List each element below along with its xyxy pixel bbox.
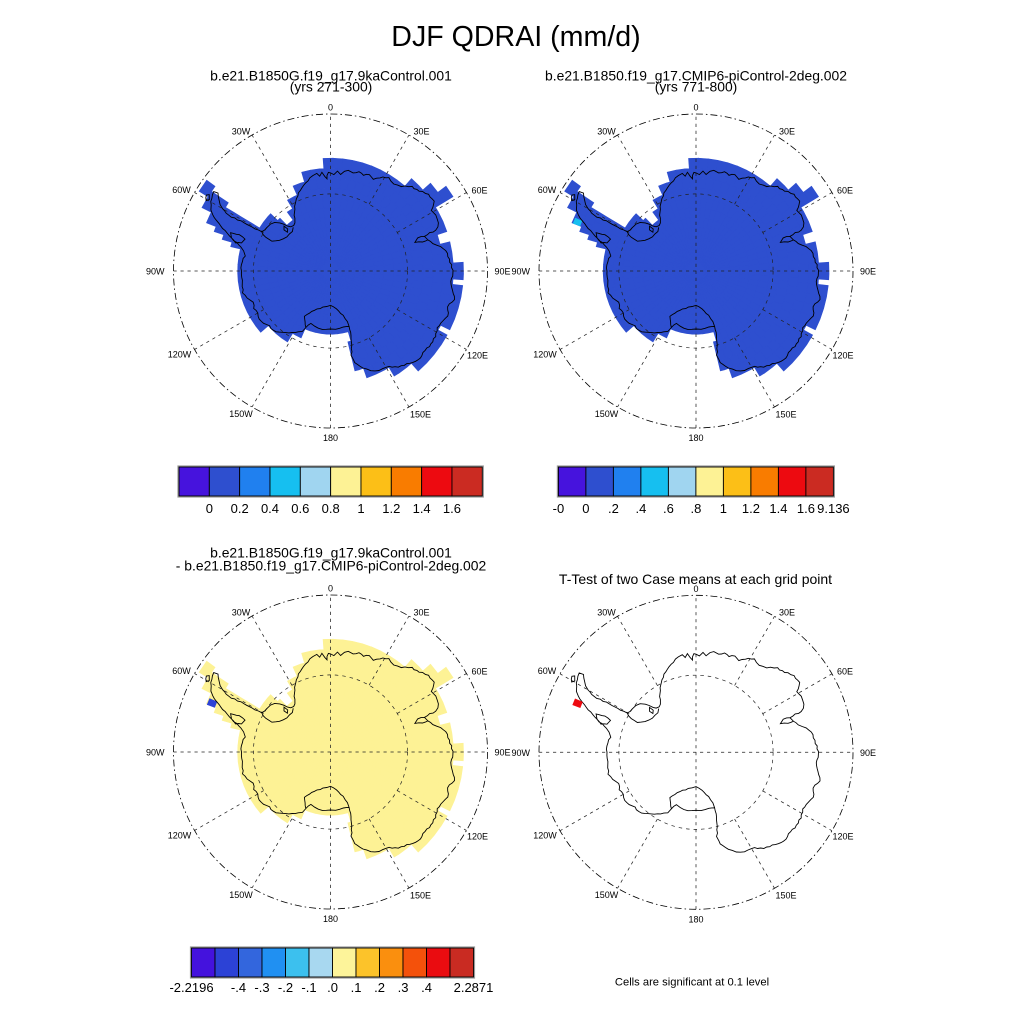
svg-text:.1: .1: [351, 980, 362, 995]
svg-text:9.136: 9.136: [817, 501, 850, 516]
svg-text:DJF QDRAI (mm/d): DJF QDRAI (mm/d): [391, 21, 640, 53]
svg-text:1.6: 1.6: [797, 501, 815, 516]
svg-text:b.e21.B1850.f19_g17.CMIP6-piCo: b.e21.B1850.f19_g17.CMIP6-piControl-2deg…: [545, 68, 847, 84]
svg-text:(yrs 271-300): (yrs 271-300): [290, 79, 373, 95]
svg-text:1: 1: [357, 501, 364, 516]
svg-text:(yrs 771-800): (yrs 771-800): [655, 79, 738, 95]
svg-text:.0: .0: [327, 980, 338, 995]
svg-text:b.e21.B1850G.f19_g17.9kaContro: b.e21.B1850G.f19_g17.9kaControl.001: [210, 68, 452, 84]
svg-text:.8: .8: [690, 501, 701, 516]
svg-text:0.2: 0.2: [231, 501, 249, 516]
svg-text:-2.2196: -2.2196: [169, 980, 213, 995]
svg-text:.2: .2: [374, 980, 385, 995]
svg-text:.4: .4: [421, 980, 432, 995]
svg-text:1.4: 1.4: [769, 501, 787, 516]
svg-text:-0: -0: [553, 501, 565, 516]
svg-text:2.2871: 2.2871: [454, 980, 494, 995]
svg-text:1: 1: [720, 501, 727, 516]
svg-text:-.4: -.4: [231, 980, 246, 995]
svg-text:Cells are significant at 0.1 l: Cells are significant at 0.1 level: [615, 976, 769, 988]
svg-text:1.4: 1.4: [413, 501, 431, 516]
svg-text:0: 0: [582, 501, 589, 516]
svg-text:.4: .4: [635, 501, 646, 516]
svg-text:-.2: -.2: [278, 980, 293, 995]
svg-text:.3: .3: [398, 980, 409, 995]
svg-text:1.6: 1.6: [443, 501, 461, 516]
svg-text:.6: .6: [663, 501, 674, 516]
svg-text:0.8: 0.8: [322, 501, 340, 516]
svg-text:-.3: -.3: [254, 980, 269, 995]
svg-text:.2: .2: [608, 501, 619, 516]
svg-text:0.4: 0.4: [261, 501, 279, 516]
svg-text:b.e21.B1850G.f19_g17.9kaContro: b.e21.B1850G.f19_g17.9kaControl.001: [210, 545, 452, 561]
svg-text:0.6: 0.6: [291, 501, 309, 516]
svg-text:1.2: 1.2: [742, 501, 760, 516]
svg-text:T-Test of two Case means at ea: T-Test of two Case means at each grid po…: [559, 571, 832, 587]
svg-text:0: 0: [206, 501, 213, 516]
svg-text:-.1: -.1: [301, 980, 316, 995]
svg-text:- b.e21.B1850.f19_g17.CMIP6-pi: - b.e21.B1850.f19_g17.CMIP6-piControl-2d…: [176, 558, 487, 574]
svg-text:1.2: 1.2: [382, 501, 400, 516]
